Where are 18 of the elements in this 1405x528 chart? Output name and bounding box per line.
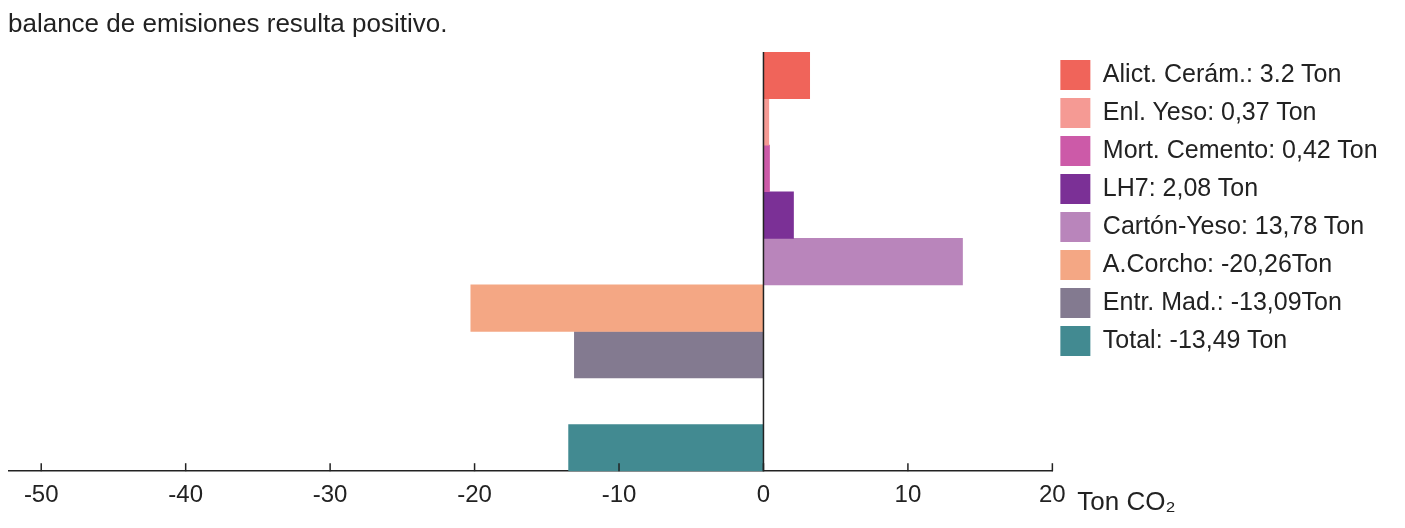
- legend-label: Entr. Mad.: -13,09Ton: [1102, 286, 1342, 315]
- legend-label: LH7: 2,08 Ton: [1102, 172, 1259, 201]
- legend-label: Total: -13,49 Ton: [1102, 324, 1288, 353]
- x-tick-label: -10: [601, 480, 637, 508]
- x-tick-label: 10: [894, 480, 922, 508]
- legend-label: Enl. Yeso: 0,37 Ton: [1102, 96, 1317, 125]
- x-tick-label: -40: [168, 480, 204, 508]
- text: balance de emisiones resulta positivo.: [8, 8, 448, 39]
- legend-label: A.Corcho: -20,26Ton: [1102, 248, 1333, 277]
- x-tick-label: -20: [457, 480, 492, 508]
- legend-label: Cartón-Yeso: 13,78 Ton: [1102, 210, 1365, 239]
- x-tick-label: -30: [312, 480, 348, 508]
- legend-label: Mort. Cemento: 0,42 Ton: [1102, 134, 1378, 163]
- x-tick-label: 20: [1039, 480, 1066, 508]
- x-tick-label: -50: [23, 480, 59, 508]
- x-tick-label: 0: [756, 480, 771, 508]
- legend-label: Alict. Cerám.: 3.2 Ton: [1102, 58, 1342, 87]
- x-axis-title: Ton CO₂: [1077, 486, 1176, 517]
